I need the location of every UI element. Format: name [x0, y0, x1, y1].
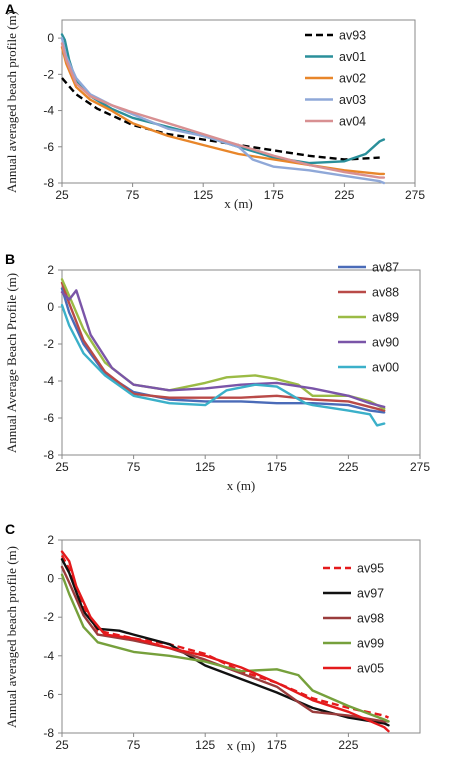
x-tick-label: 75 — [126, 188, 140, 202]
legend-label-av93: av93 — [339, 29, 366, 43]
plot-frame — [61, 539, 421, 734]
panel-letter: A — [5, 1, 15, 17]
y-axis-label: Annual averaged beach profile (m) — [4, 11, 19, 193]
legend-label-av99: av99 — [357, 637, 384, 651]
series-line-av05 — [60, 550, 390, 733]
y-tick-label: -4 — [43, 649, 54, 663]
y-tick-label: -8 — [43, 176, 54, 190]
x-tick-label: 175 — [264, 188, 284, 202]
series-line-av93 — [61, 77, 380, 161]
y-tick-label: 2 — [47, 533, 54, 547]
legend-label-av97: av97 — [357, 587, 384, 601]
series-line-av89 — [60, 278, 386, 410]
x-tick-label: 25 — [55, 188, 69, 202]
legend-label-av02: av02 — [339, 72, 366, 86]
series-line-av02 — [60, 46, 386, 176]
x-tick-label: 25 — [55, 460, 69, 474]
x-axis-label: x (m) — [227, 478, 256, 493]
plot-frame — [61, 269, 421, 456]
x-tick-label: 75 — [127, 460, 141, 474]
series-line-av95 — [60, 554, 390, 719]
y-tick-label: -6 — [43, 411, 54, 425]
y-tick-label: -4 — [43, 104, 54, 118]
x-tick-label: 125 — [195, 738, 215, 752]
legend-label-av98: av98 — [357, 612, 384, 626]
legend-label-av00: av00 — [372, 361, 399, 375]
y-tick-label: 0 — [47, 31, 54, 45]
series-line-av00 — [60, 303, 386, 427]
y-tick-label: -2 — [43, 67, 54, 81]
x-tick-label: 125 — [193, 188, 213, 202]
x-axis-label: x (m) — [227, 738, 256, 753]
y-axis-label: Annual Average Beach Profile (m) — [4, 273, 19, 453]
plot-frame — [61, 19, 416, 184]
panel-b: B 25 75 125 175 225 275 2 0 -2 -4 -6 -8 x (m) Annual A… — [4, 251, 430, 493]
y-tick-label: -2 — [43, 337, 54, 351]
legend: av93 av01 av02 av03 av04 — [305, 29, 366, 129]
series-line-av01 — [60, 33, 386, 165]
x-tick-label: 125 — [195, 460, 215, 474]
y-axis-label: Annual averaged beach profile (m) — [4, 546, 19, 728]
y-tick-label: -8 — [43, 726, 54, 740]
legend-label-av90: av90 — [372, 336, 399, 350]
panel-letter: C — [5, 521, 15, 537]
y-tick-label: -6 — [43, 140, 54, 154]
x-tick-label: 225 — [338, 460, 358, 474]
legend-label-av05: av05 — [357, 662, 384, 676]
series-line-av03 — [60, 36, 386, 185]
x-tick-label: 275 — [410, 460, 430, 474]
legend-label-av95: av95 — [357, 562, 384, 576]
legend-label-av04: av04 — [339, 115, 366, 129]
x-tick-label: 175 — [267, 738, 287, 752]
panel-letter: B — [5, 251, 15, 267]
series-line-av04 — [60, 42, 386, 179]
y-tick-label: -8 — [43, 448, 54, 462]
x-axis-label: x (m) — [224, 196, 253, 211]
legend-label-av87: av87 — [372, 261, 399, 275]
series-line-av87 — [60, 287, 386, 414]
legend: av95 av97 av98 av99 av05 — [323, 562, 384, 676]
x-tick-label: 225 — [338, 738, 358, 752]
legend-label-av88: av88 — [372, 286, 399, 300]
legend-label-av01: av01 — [339, 50, 366, 64]
y-tick-label: -4 — [43, 374, 54, 388]
y-tick-label: -6 — [43, 687, 54, 701]
legend-label-av03: av03 — [339, 93, 366, 107]
x-tick-label: 25 — [55, 738, 69, 752]
series-line-av90 — [60, 289, 386, 409]
x-tick-label: 275 — [405, 188, 425, 202]
y-tick-label: 0 — [47, 572, 54, 586]
x-tick-label: 175 — [267, 460, 287, 474]
panel-c: C 25 75 125 175 225 2 0 -2 -4 -6 -8 x (m) Annual aver… — [4, 521, 421, 753]
panel-a: A 25 75 125 175 225 275 0 -2 -4 -6 -8 x (m) Annual av… — [4, 1, 425, 211]
legend-label-av89: av89 — [372, 311, 399, 325]
x-tick-label: 225 — [334, 188, 354, 202]
y-tick-label: 0 — [47, 300, 54, 314]
y-tick-label: -2 — [43, 610, 54, 624]
series-line-av99 — [60, 573, 390, 723]
legend: av87 av88 av89 av90 av00 — [338, 261, 399, 375]
x-tick-label: 75 — [127, 738, 141, 752]
y-tick-label: 2 — [47, 263, 54, 277]
series-line-av88 — [60, 281, 386, 412]
